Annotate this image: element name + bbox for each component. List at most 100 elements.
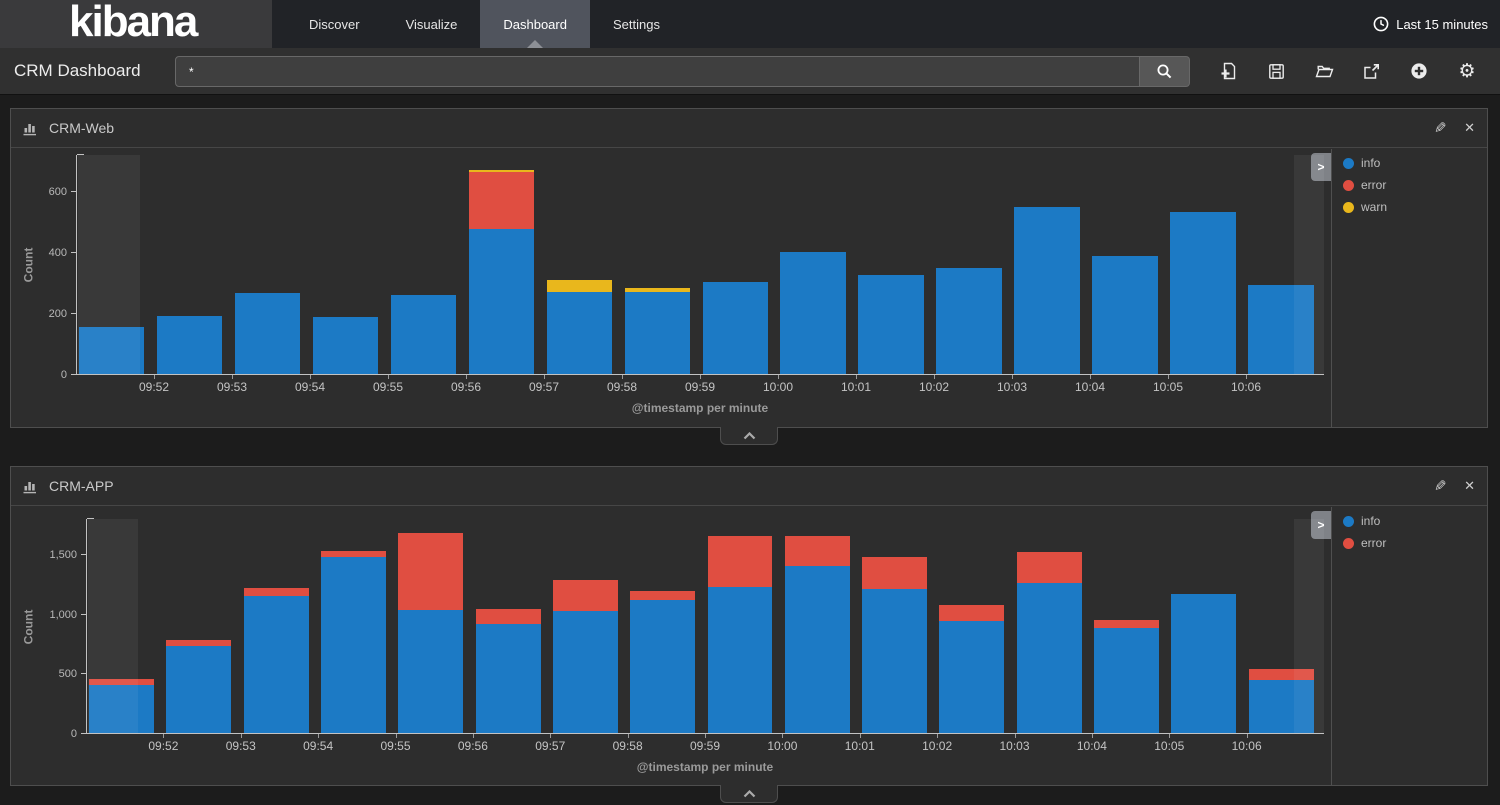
stacked-bar-10:06[interactable] <box>1248 285 1314 374</box>
dashboard-options-button[interactable]: ⚙ <box>1454 58 1480 84</box>
stacked-bar-partial[interactable] <box>79 326 145 374</box>
bar-segment-info[interactable] <box>1016 582 1082 733</box>
stacked-bar-09:56[interactable] <box>475 609 541 733</box>
bar-segment-info[interactable] <box>312 317 379 374</box>
time-picker[interactable]: Last 15 minutes <box>1373 0 1488 48</box>
legend-item-error[interactable]: error <box>1343 536 1487 550</box>
stacked-bar-10:01[interactable] <box>862 556 928 733</box>
query-input[interactable] <box>175 56 1140 87</box>
bar-segment-error[interactable] <box>89 678 154 686</box>
bar-segment-info[interactable] <box>1248 285 1314 374</box>
bar-segment-info[interactable] <box>234 293 301 374</box>
remove-x-icon[interactable]: ✕ <box>1464 478 1475 494</box>
bar-segment-info[interactable] <box>1170 212 1236 374</box>
bar-segment-info[interactable] <box>475 623 541 733</box>
search-button[interactable] <box>1140 56 1190 87</box>
bar-segment-error[interactable] <box>707 535 773 588</box>
new-dashboard-button[interactable] <box>1216 58 1242 84</box>
stacked-bar-10:04[interactable] <box>1092 256 1158 374</box>
bar-segment-info[interactable] <box>707 587 773 733</box>
legend-item-error[interactable]: error <box>1343 178 1487 192</box>
panel-header[interactable]: CRM-Web ✎ ✕ <box>11 109 1487 148</box>
bar-segment-warn[interactable] <box>624 287 691 293</box>
bar-segment-error[interactable] <box>784 535 850 566</box>
bar-segment-warn[interactable] <box>468 169 535 173</box>
stacked-bar-09:58[interactable] <box>630 591 696 733</box>
edit-pencil-icon[interactable]: ✎ <box>1433 119 1447 137</box>
bar-segment-error[interactable] <box>166 639 232 647</box>
stacked-bar-partial[interactable] <box>89 678 154 733</box>
bar-segment-error[interactable] <box>398 532 464 610</box>
stacked-bar-09:57[interactable] <box>546 279 613 374</box>
bar-segment-info[interactable] <box>320 557 386 733</box>
share-dashboard-button[interactable] <box>1359 58 1385 84</box>
stacked-bar-10:04[interactable] <box>1094 620 1159 733</box>
bar-segment-info[interactable] <box>630 599 696 733</box>
open-dashboard-button[interactable] <box>1311 58 1337 84</box>
legend-item-warn[interactable]: warn <box>1343 200 1487 214</box>
panel-collapse-button[interactable] <box>720 427 778 445</box>
stacked-bar-09:58[interactable] <box>624 287 691 374</box>
bar-segment-error[interactable] <box>243 588 309 596</box>
stacked-bar-09:55[interactable] <box>398 532 464 733</box>
legend-toggle-chevron[interactable]: > <box>1311 153 1331 181</box>
bar-segment-error[interactable] <box>862 556 928 590</box>
stacked-bar-10:02[interactable] <box>936 267 1002 374</box>
stacked-bar-09:59[interactable] <box>707 535 773 733</box>
nav-tab-visualize[interactable]: Visualize <box>405 16 458 32</box>
panel-header[interactable]: CRM-APP ✎ ✕ <box>11 467 1487 506</box>
bar-segment-info[interactable] <box>1014 207 1080 374</box>
bar-segment-info[interactable] <box>398 609 464 733</box>
remove-x-icon[interactable]: ✕ <box>1464 120 1475 136</box>
bar-segment-info[interactable] <box>166 646 232 733</box>
bar-segment-info[interactable] <box>390 294 457 374</box>
bar-segment-info[interactable] <box>1092 256 1158 374</box>
bar-segment-info[interactable] <box>1248 680 1314 733</box>
bar-segment-error[interactable] <box>939 604 1005 622</box>
bar-segment-info[interactable] <box>939 621 1005 733</box>
bar-segment-error[interactable] <box>320 551 386 558</box>
stacked-bar-09:54[interactable] <box>320 551 386 733</box>
stacked-bar-09:53[interactable] <box>234 293 301 374</box>
bar-segment-info[interactable] <box>552 610 618 733</box>
bar-segment-info[interactable] <box>1171 593 1237 733</box>
bar-segment-info[interactable] <box>1094 627 1159 733</box>
bar-segment-error[interactable] <box>468 172 535 229</box>
bar-segment-error[interactable] <box>552 580 618 611</box>
bar-segment-error[interactable] <box>475 609 541 624</box>
nav-tab-dashboard[interactable]: Dashboard <box>480 0 590 48</box>
stacked-bar-09:59[interactable] <box>702 282 768 374</box>
bar-segment-info[interactable] <box>936 267 1002 374</box>
bar-segment-info[interactable] <box>862 589 928 733</box>
stacked-bar-10:03[interactable] <box>1016 552 1082 733</box>
bar-segment-info[interactable] <box>156 315 223 374</box>
stacked-bar-09:55[interactable] <box>390 294 457 374</box>
bar-segment-error[interactable] <box>630 591 696 600</box>
bar-segment-info[interactable] <box>702 282 768 374</box>
stacked-bar-10:01[interactable] <box>858 274 924 374</box>
nav-tab-discover[interactable]: Discover <box>309 16 360 32</box>
stacked-bar-10:05[interactable] <box>1170 212 1236 374</box>
bar-segment-info[interactable] <box>780 251 846 374</box>
bar-segment-info[interactable] <box>546 291 613 374</box>
add-visualization-button[interactable] <box>1406 58 1432 84</box>
stacked-bar-09:57[interactable] <box>552 580 618 733</box>
stacked-bar-09:52[interactable] <box>156 315 223 374</box>
stacked-bar-10:03[interactable] <box>1014 207 1080 374</box>
stacked-bar-09:53[interactable] <box>243 588 309 733</box>
stacked-bar-10:00[interactable] <box>780 251 846 374</box>
bar-segment-info[interactable] <box>79 326 145 374</box>
bar-segment-error[interactable] <box>1016 552 1082 583</box>
nav-tab-settings[interactable]: Settings <box>612 16 660 32</box>
bar-segment-warn[interactable] <box>546 279 613 292</box>
bar-segment-error[interactable] <box>1094 620 1159 628</box>
stacked-bar-10:00[interactable] <box>784 535 850 733</box>
bar-segment-info[interactable] <box>89 685 154 733</box>
stacked-bar-10:05[interactable] <box>1171 593 1237 733</box>
legend-toggle-chevron[interactable]: > <box>1311 511 1331 539</box>
panel-collapse-button[interactable] <box>720 785 778 803</box>
edit-pencil-icon[interactable]: ✎ <box>1433 477 1447 495</box>
kibana-logo[interactable]: kibana <box>0 0 272 48</box>
stacked-bar-09:52[interactable] <box>166 639 232 733</box>
stacked-bar-10:02[interactable] <box>939 604 1005 733</box>
